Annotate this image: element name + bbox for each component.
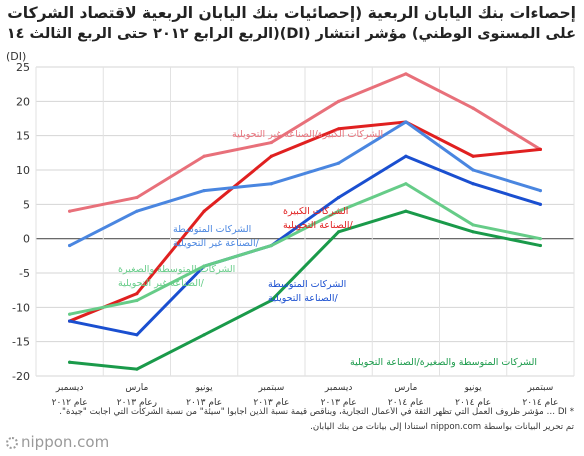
data-point-series-4 [135,333,139,337]
data-point-series-3 [68,243,72,248]
data-point-series-4 [471,182,475,186]
footnote-di-definition: * DI … مؤشر ظروف العمل التي تظهر الثقة ف… [59,407,574,417]
data-point-series-6 [337,230,341,234]
chart-title-line-1: إحصاءات بنك اليابان الربعية (إحصائيات بن… [7,4,576,22]
series-label-2: الشركات الكبيرة [283,206,348,217]
series-line-1 [68,72,542,213]
logo-mark-icon [6,437,18,449]
data-point-series-4 [538,202,542,206]
data-point-series-2 [135,292,139,296]
series-line-2 [68,120,542,323]
chart-title-line-2: على المستوى الوطني) مؤشر انتشار (DI)(الر… [6,26,576,42]
data-point-series-6 [538,243,542,248]
series-line-4 [68,154,542,337]
x-tick-label-month: ديسمبر [324,383,352,393]
series-label-4: الشركات المتوسطة [268,279,346,290]
data-point-series-6 [68,360,72,364]
x-tick-label-year: عام ٢٠١٢ [52,398,88,408]
data-point-series-5 [202,264,206,268]
x-tick-label-month: مارس [394,383,417,393]
data-point-series-3 [135,209,139,213]
series-label-5: /الصناعة غير التحويلية [118,278,205,289]
data-point-series-3 [202,189,206,193]
y-tick-label: -5 [19,267,30,280]
data-point-series-6 [269,298,273,303]
data-point-series-6 [135,367,139,371]
x-tick-label-month: مارس [125,383,148,393]
y-axis-label: (DI) [6,50,26,63]
series-label-3: /الصناعة غير التحويلية [173,238,260,249]
x-tick-label-year: عام ٢٠١٣ [186,398,222,408]
data-point-series-5 [135,298,139,303]
y-tick-label: -10 [12,301,30,314]
x-tick-label-year: عام ٢٠١٤ [522,398,558,408]
x-tick-label-month: يونيو [195,383,214,393]
data-point-series-4 [337,195,341,200]
y-tick-label: 20 [16,95,30,108]
data-point-series-2 [538,147,542,151]
data-point-series-3 [538,189,542,193]
series-line-3 [68,120,542,248]
data-point-series-2 [337,127,341,131]
data-point-series-1 [68,209,72,213]
y-tick-label: 0 [23,233,30,246]
data-point-series-2 [202,209,206,213]
data-point-series-1 [202,154,206,158]
data-point-series-6 [471,230,475,234]
data-point-series-5 [68,312,72,316]
series-label-1: الشركات الكبيرة/الصناعة غير التحويلية [232,129,383,140]
x-tick-label-month: سبتمبر [257,383,284,393]
x-tick-label-month: سبتمبر [526,383,553,393]
footnote-source: تم تحرير البيانات بواسطة nippon.com استن… [310,422,574,432]
data-point-series-2 [269,154,273,158]
series-label-5: الشركات المتوسطة والصغيرة [118,264,235,275]
data-point-series-1 [337,99,341,103]
series-line-6 [68,209,542,371]
x-tick-label-year: عام ٢٠١٣ [253,398,289,408]
data-point-series-6 [202,333,206,337]
data-point-series-5 [269,243,273,248]
data-point-series-1 [404,72,408,76]
y-tick-label: -15 [12,336,30,349]
data-point-series-3 [269,182,273,186]
series-label-3: الشركات المتوسطة [173,224,251,235]
x-tick-label-year: عام ٢٠١٤ [388,398,424,408]
x-tick-label-year: رعام ٢٠١٣ [117,398,157,408]
data-point-series-5 [404,182,408,186]
data-point-series-3 [337,161,341,165]
data-point-series-2 [471,154,475,158]
y-tick-label: 15 [16,130,30,143]
y-tick-label: 5 [23,198,30,211]
x-tick-label-year: عام ٢٠١٣ [321,398,357,408]
nippon-logo: nippon.com [6,433,109,451]
data-point-series-1 [269,140,273,145]
series-label-2: /الصناعة التحويلية [283,220,354,231]
x-tick-label-month: ديسمبر [55,383,83,393]
data-point-series-3 [404,120,408,124]
data-point-series-5 [538,237,542,241]
y-tick-label: -20 [12,370,30,383]
logo-text: nippon.com [21,433,110,451]
data-point-series-4 [68,319,72,323]
data-point-series-1 [135,195,139,200]
data-point-series-5 [471,223,475,227]
y-tick-label: 25 [16,61,30,74]
data-point-series-1 [471,106,475,110]
x-tick-label-year: عام ٢٠١٤ [455,398,491,408]
series-label-4: /الصناعة التحويلية [268,293,339,304]
data-point-series-6 [404,209,408,213]
x-tick-label-month: يونيو [464,383,483,393]
data-point-series-5 [337,209,341,213]
data-point-series-3 [471,168,475,172]
series-label-6: الشركات المتوسطة والصغيرة/الصناعة التحوي… [350,357,537,368]
y-tick-label: 10 [16,164,30,177]
data-point-series-4 [404,154,408,158]
series-line-5 [68,182,542,316]
